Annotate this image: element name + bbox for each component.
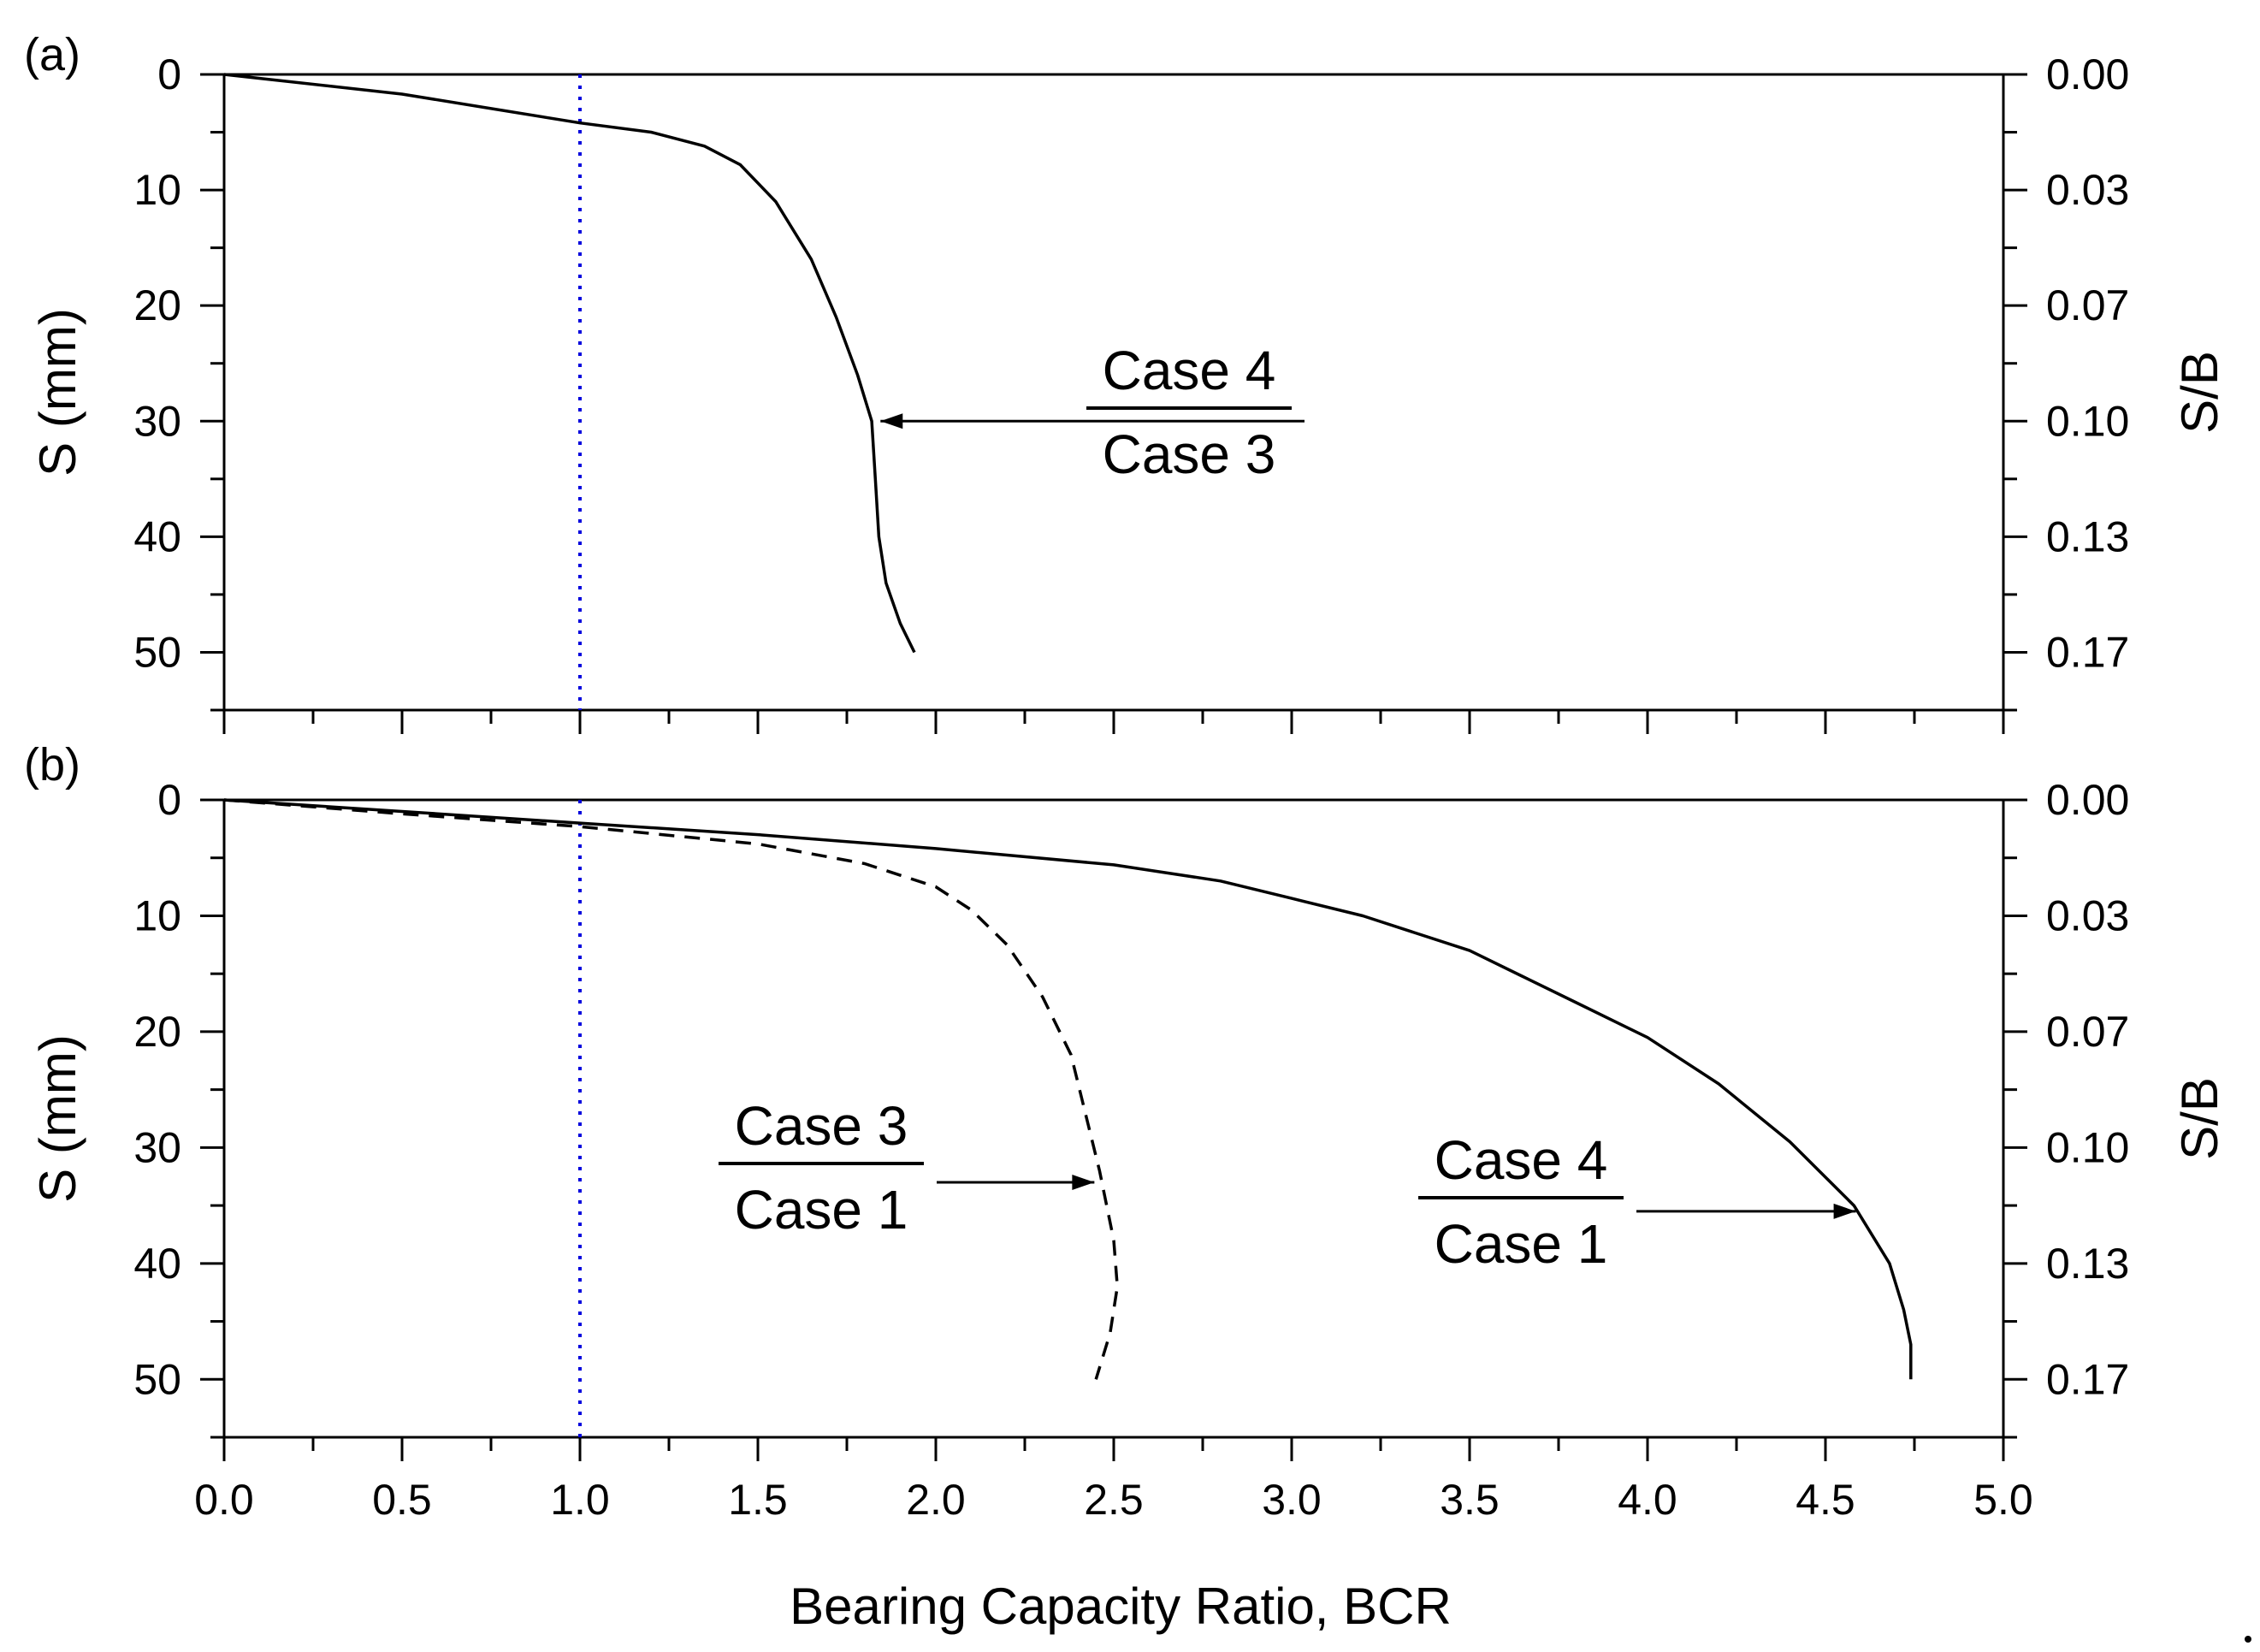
x-axis-title: Bearing Capacity Ratio, BCR xyxy=(790,1578,1452,1635)
y-tick-label: 10 xyxy=(133,166,181,214)
right-axis-title: S/B xyxy=(2171,351,2228,434)
x-tick-label: 2.5 xyxy=(1084,1476,1144,1524)
annotation-arrow-head xyxy=(880,413,903,429)
y-tick-label: 20 xyxy=(133,281,181,329)
right-tick-label: 0.17 xyxy=(2046,628,2129,676)
series-curve xyxy=(223,798,1119,1380)
right-tick-label: 0.07 xyxy=(2046,281,2129,329)
y-tick-label: 50 xyxy=(133,1355,181,1403)
y-tick-label: 0 xyxy=(157,50,181,98)
y-tick-label: 10 xyxy=(133,891,181,939)
y-tick-label: 40 xyxy=(133,512,181,560)
x-tick-label: 2.0 xyxy=(906,1476,966,1524)
right-tick-label: 0.07 xyxy=(2046,1008,2129,1056)
annotation-numerator: Case 4 xyxy=(1103,340,1276,401)
y-tick-label: 40 xyxy=(133,1240,181,1288)
panel-tag: (a) xyxy=(24,29,80,80)
right-tick-label: 0.00 xyxy=(2046,50,2129,98)
right-tick-label: 0.03 xyxy=(2046,166,2129,214)
right-tick-label: 0.13 xyxy=(2046,512,2129,560)
right-tick-label: 0.13 xyxy=(2046,1240,2129,1288)
right-tick-label: 0.03 xyxy=(2046,891,2129,939)
series-curve xyxy=(223,73,916,654)
right-tick-label: 0.10 xyxy=(2046,397,2129,445)
x-tick-label: 3.0 xyxy=(1262,1476,1322,1524)
annotation-arrow-head xyxy=(1072,1175,1095,1190)
y-tick-label: 30 xyxy=(133,397,181,445)
right-tick-label: 0.10 xyxy=(2046,1123,2129,1171)
panel-b: 0 10 20 30 40 50 0.00 0.03 0.07 0.10 0.13 0.17 0.0 0.… xyxy=(24,739,2228,1524)
y-tick-label: 20 xyxy=(133,1008,181,1056)
y-axis-title: S (mm) xyxy=(29,1034,86,1203)
x-tick-label: 1.0 xyxy=(550,1476,610,1524)
annotation-denominator: Case 3 xyxy=(1103,423,1276,485)
series-curve xyxy=(223,798,1913,1380)
x-tick-label: 0.5 xyxy=(372,1476,432,1524)
x-tick-label: 4.5 xyxy=(1796,1476,1855,1524)
annotation-numerator: Case 4 xyxy=(1435,1129,1608,1191)
panel-tag: (b) xyxy=(24,739,80,790)
x-tick-label: 4.0 xyxy=(1618,1476,1677,1524)
y-tick-label: 30 xyxy=(133,1123,181,1171)
annotation-arrow-head xyxy=(1833,1203,1856,1219)
y-axis-title: S (mm) xyxy=(29,308,86,477)
right-axis-title: S/B xyxy=(2171,1077,2228,1160)
annotation-denominator: Case 1 xyxy=(735,1179,908,1240)
x-tick-label: 3.5 xyxy=(1440,1476,1500,1524)
x-tick-label: 1.5 xyxy=(728,1476,788,1524)
x-tick-label: 0.0 xyxy=(194,1476,254,1524)
y-tick-label: 50 xyxy=(133,628,181,676)
right-tick-label: 0.17 xyxy=(2046,1355,2129,1403)
right-tick-label: 0.00 xyxy=(2046,776,2129,824)
stray-dot xyxy=(2245,1636,2251,1643)
panel-a: 0 10 20 30 40 50 0.00 0.03 0.07 0.10 0.13 0.17 S (mm… xyxy=(24,29,2228,734)
y-tick-label: 0 xyxy=(157,776,181,824)
x-tick-label: 5.0 xyxy=(1973,1476,2033,1524)
annotation-denominator: Case 1 xyxy=(1435,1213,1608,1275)
annotation-numerator: Case 3 xyxy=(735,1095,908,1157)
